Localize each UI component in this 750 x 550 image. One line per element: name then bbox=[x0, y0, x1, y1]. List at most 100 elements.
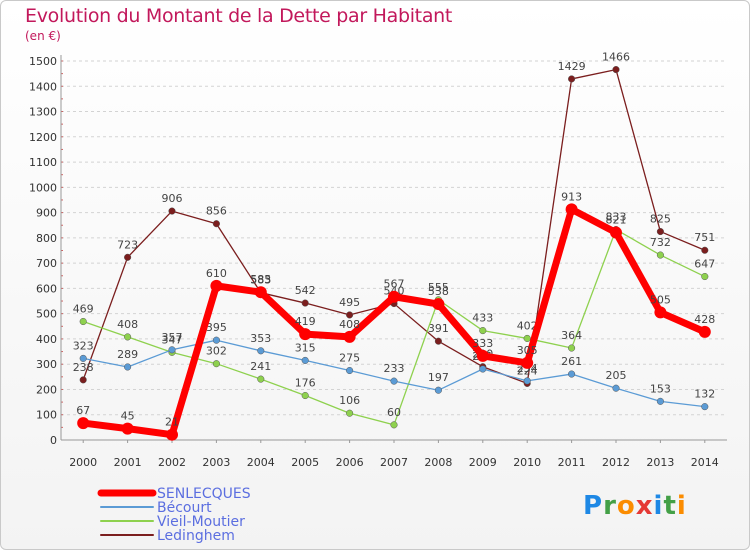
data-point bbox=[521, 356, 534, 369]
data-point bbox=[124, 253, 132, 261]
data-label: 542 bbox=[295, 284, 316, 297]
data-point bbox=[476, 349, 489, 362]
data-label: 391 bbox=[428, 322, 449, 335]
data-label: 408 bbox=[339, 318, 360, 331]
y-tick-label: 1100 bbox=[29, 156, 57, 169]
data-label: 197 bbox=[428, 371, 449, 384]
data-point bbox=[79, 354, 87, 362]
data-label: 538 bbox=[428, 285, 449, 298]
data-point bbox=[77, 417, 90, 430]
x-tick-label: 2009 bbox=[469, 456, 497, 469]
data-point bbox=[124, 333, 132, 341]
data-point bbox=[432, 298, 445, 311]
data-point bbox=[212, 336, 220, 344]
data-label: 241 bbox=[250, 360, 271, 373]
y-tick-label: 400 bbox=[36, 333, 57, 346]
x-tick-label: 2006 bbox=[336, 456, 364, 469]
data-label: 333 bbox=[472, 337, 493, 350]
data-label: 275 bbox=[339, 352, 360, 365]
data-point bbox=[434, 386, 442, 394]
data-label: 433 bbox=[472, 312, 493, 325]
data-point bbox=[568, 344, 576, 352]
data-label: 505 bbox=[650, 293, 671, 306]
y-tick-label: 0 bbox=[50, 434, 57, 447]
data-point bbox=[390, 377, 398, 385]
x-tick-label: 2000 bbox=[69, 456, 97, 469]
legend-label: Vieil-Moutier bbox=[157, 514, 245, 530]
data-label: 357 bbox=[162, 331, 183, 344]
y-tick-label: 300 bbox=[36, 358, 57, 371]
data-point bbox=[166, 428, 178, 441]
data-label: 305 bbox=[517, 344, 538, 357]
data-label: 723 bbox=[117, 238, 138, 251]
data-point bbox=[301, 356, 309, 364]
data-label: 353 bbox=[250, 332, 271, 345]
data-point bbox=[701, 246, 709, 254]
data-point bbox=[168, 207, 176, 215]
data-point bbox=[343, 330, 356, 343]
y-tick-label: 200 bbox=[36, 383, 57, 396]
data-label: 347 bbox=[162, 333, 183, 346]
data-label: 176 bbox=[295, 377, 316, 390]
legend-label: SENLECQUES bbox=[157, 486, 251, 502]
data-label: 732 bbox=[650, 236, 671, 249]
data-point bbox=[388, 290, 400, 303]
data-label: 323 bbox=[73, 339, 94, 352]
x-tick-label: 2011 bbox=[558, 456, 586, 469]
data-label: 238 bbox=[73, 361, 94, 374]
data-label: 224 bbox=[517, 364, 538, 377]
chart-title: Evolution du Montant de la Dette par Hab… bbox=[25, 5, 453, 27]
x-tick-label: 2007 bbox=[380, 456, 408, 469]
data-label: 302 bbox=[206, 345, 227, 358]
data-label: 205 bbox=[606, 369, 627, 382]
data-label: 1429 bbox=[558, 60, 586, 73]
series-line-vieil-moutier bbox=[82, 228, 706, 426]
data-point bbox=[610, 226, 622, 239]
data-point bbox=[346, 366, 354, 375]
data-label: 315 bbox=[295, 341, 316, 354]
data-point bbox=[568, 370, 576, 378]
data-label: 906 bbox=[162, 192, 183, 205]
data-label: 289 bbox=[117, 348, 138, 361]
x-tick-label: 2010 bbox=[513, 456, 541, 469]
y-tick-label: 800 bbox=[36, 232, 57, 245]
y-tick-label: 500 bbox=[36, 308, 57, 321]
data-label: 913 bbox=[561, 190, 582, 203]
data-label: 132 bbox=[694, 388, 715, 401]
y-tick-label: 100 bbox=[36, 409, 57, 422]
data-label: 106 bbox=[339, 394, 360, 407]
data-point bbox=[479, 327, 487, 335]
data-label: 364 bbox=[561, 329, 582, 342]
data-label: 419 bbox=[295, 315, 316, 328]
chart-subtitle: (en €) bbox=[25, 29, 61, 43]
data-point bbox=[654, 306, 667, 319]
y-tick-label: 600 bbox=[36, 282, 57, 295]
data-label: 583 bbox=[250, 274, 271, 287]
data-label: 833 bbox=[606, 211, 627, 224]
data-point bbox=[257, 347, 265, 355]
data-point bbox=[299, 328, 312, 341]
data-point bbox=[656, 251, 664, 259]
data-label: 751 bbox=[694, 231, 715, 244]
data-label: 395 bbox=[206, 321, 227, 334]
data-point bbox=[656, 228, 664, 236]
data-label: 585 bbox=[250, 273, 271, 286]
data-point bbox=[254, 286, 267, 299]
data-label: 610 bbox=[206, 267, 227, 280]
y-tick-label: 700 bbox=[36, 257, 57, 270]
data-point bbox=[257, 375, 265, 383]
data-point bbox=[210, 279, 223, 292]
data-point bbox=[346, 409, 354, 417]
data-point bbox=[565, 203, 578, 216]
y-tick-label: 1200 bbox=[29, 131, 57, 144]
data-label: 825 bbox=[650, 213, 671, 226]
data-label: 821 bbox=[606, 214, 627, 227]
data-label: 60 bbox=[387, 406, 401, 419]
legend-label: Bécourt bbox=[157, 500, 212, 516]
data-point bbox=[212, 220, 220, 228]
data-point bbox=[434, 337, 442, 345]
data-point bbox=[124, 363, 132, 371]
data-label: 555 bbox=[428, 281, 449, 294]
